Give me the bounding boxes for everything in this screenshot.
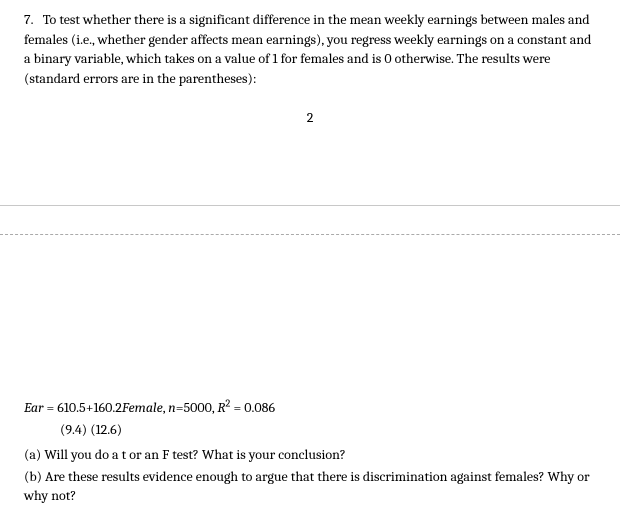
slope-val: 160.2 (93, 399, 121, 416)
r2-value: = 0.086 (230, 399, 275, 416)
equals-sign: = (43, 399, 57, 416)
indep-var: Female (122, 399, 163, 416)
dep-var: Ear (24, 399, 43, 416)
page-divider (0, 205, 620, 235)
intercept-val: 610.5 (57, 399, 85, 416)
question-number: 7. (24, 11, 33, 28)
part-a: (a) Will you do a t or an F test? What i… (24, 445, 596, 465)
n-value: =5000, (176, 399, 218, 416)
question-intro: 7. To test whether there is a significan… (24, 10, 596, 88)
part-b: (b) Are these results evidence enough to… (24, 467, 596, 506)
solid-divider (0, 205, 620, 206)
n-label: n (168, 399, 175, 416)
regression-equation: Ear = 610.5+160.2Female, n=5000, R2 = 0.… (24, 398, 596, 418)
dashed-divider (0, 234, 620, 235)
page-number: 2 (24, 108, 596, 128)
question-text: To test whether there is a significant d… (24, 11, 591, 87)
standard-errors: (9.4) (12.6) (24, 420, 596, 440)
